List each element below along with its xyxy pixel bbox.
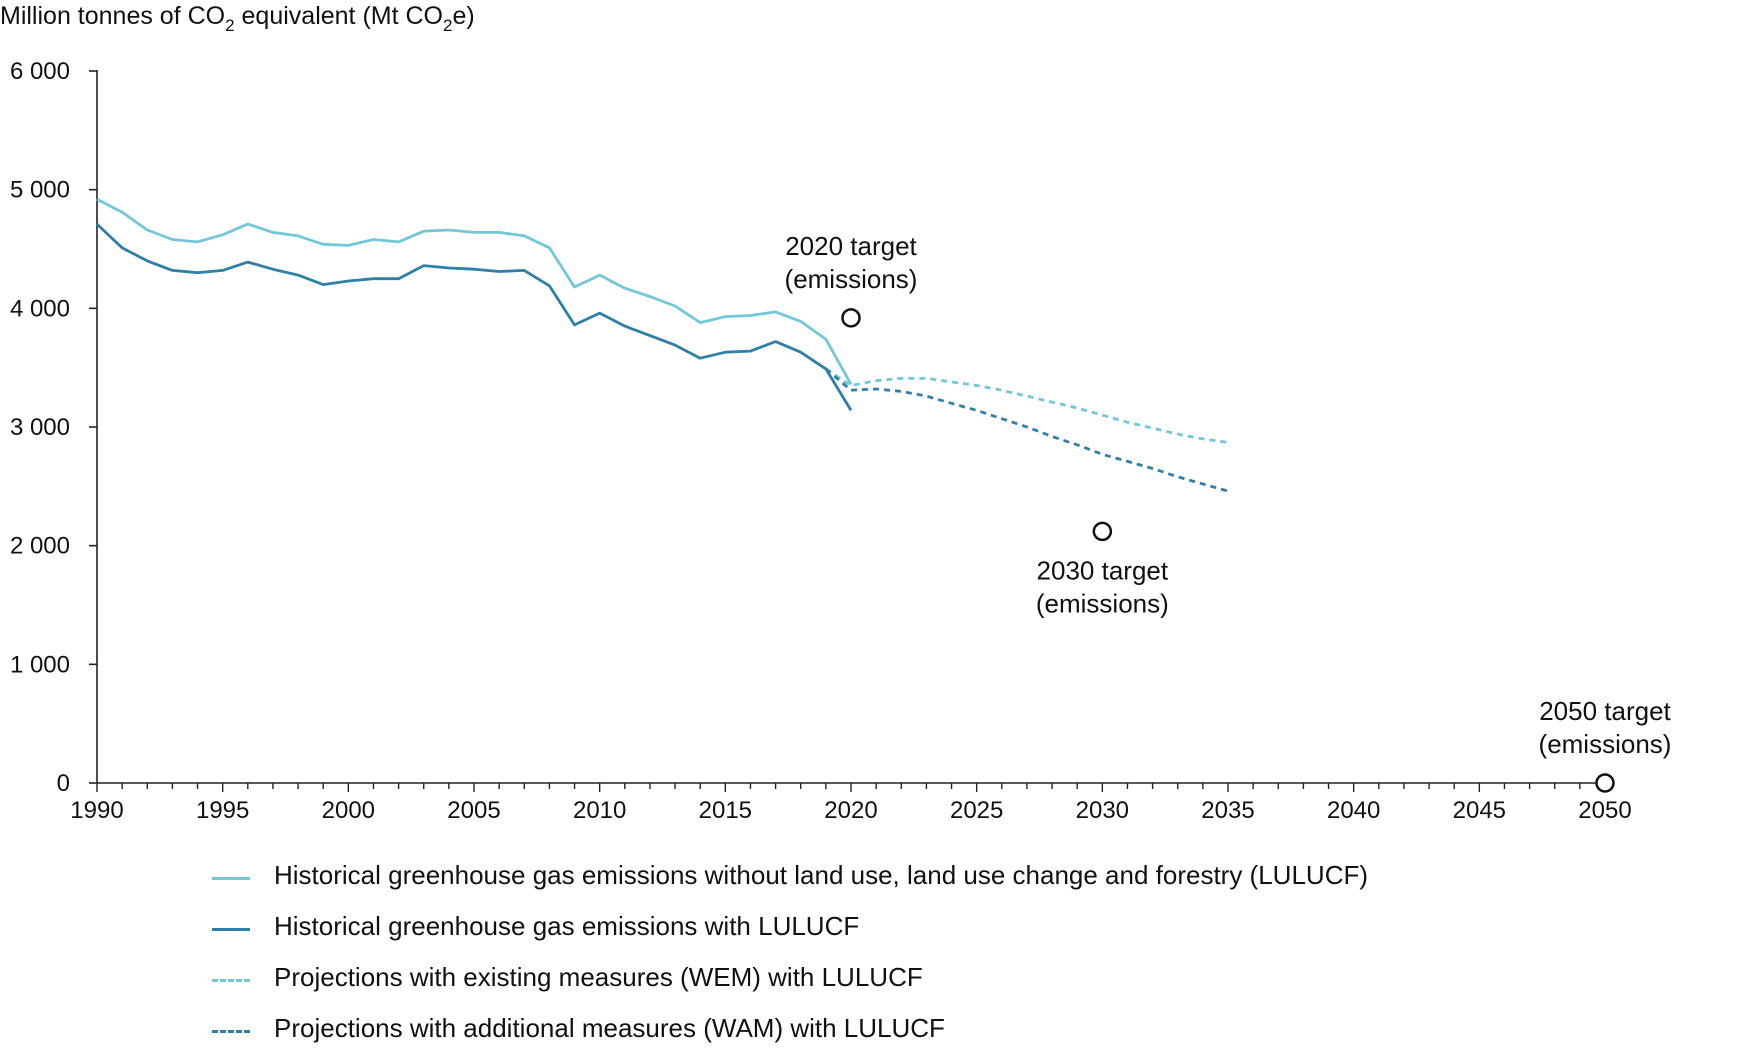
y-axis-label-subscript-2: 2 bbox=[443, 16, 452, 35]
x-tick-label: 2025 bbox=[950, 797, 1003, 824]
target-label-2050-line2: (emissions) bbox=[1539, 729, 1672, 759]
y-axis-label-end: e) bbox=[452, 2, 474, 30]
series-line-1 bbox=[96, 197, 853, 385]
legend-swatch bbox=[212, 877, 250, 880]
y-tick-label: 1 000 bbox=[10, 651, 70, 678]
x-tick-label: 2005 bbox=[447, 797, 500, 824]
x-tick-label: 2040 bbox=[1327, 797, 1380, 824]
legend-swatch bbox=[212, 1030, 250, 1033]
legend-swatch bbox=[212, 928, 250, 931]
targets-layer: 2020 target(emissions)2030 target(emissi… bbox=[785, 231, 1672, 793]
series-line-4 bbox=[824, 367, 1229, 493]
x-tick-label: 2035 bbox=[1201, 797, 1254, 824]
series-line-3 bbox=[825, 367, 1229, 444]
series-line-2 bbox=[96, 223, 853, 412]
y-tick-label: 5 000 bbox=[10, 177, 70, 204]
legend-label: Historical greenhouse gas emissions with… bbox=[274, 860, 1369, 890]
legend-label: Projections with additional measures (WA… bbox=[274, 1013, 945, 1043]
y-tick-label: 6 000 bbox=[10, 58, 70, 85]
target-label-2030-line2: (emissions) bbox=[1036, 588, 1169, 618]
y-axis-label-main: Million tonnes of CO bbox=[0, 2, 225, 30]
y-axis-label-middle: equivalent (Mt CO bbox=[235, 2, 443, 30]
target-label-2020-line1: 2020 target bbox=[785, 231, 917, 261]
target-label-2030-line1: 2030 target bbox=[1037, 555, 1169, 585]
x-tick-label: 2030 bbox=[1076, 797, 1129, 824]
y-tick-label: 4 000 bbox=[10, 295, 70, 322]
x-tick-label: 2015 bbox=[699, 797, 752, 824]
series-layer bbox=[96, 197, 1229, 493]
y-tick-label: 0 bbox=[57, 770, 70, 797]
x-tick-label: 1990 bbox=[70, 797, 123, 824]
x-tick-label: 2000 bbox=[322, 797, 375, 824]
target-label-2020-line2: (emissions) bbox=[785, 264, 918, 294]
target-marker-2020 bbox=[841, 308, 861, 328]
x-tick-label: 2010 bbox=[573, 797, 626, 824]
y-axis-label: Million tonnes of CO2 equivalent (Mt CO2… bbox=[0, 2, 475, 35]
x-tick-label: 2045 bbox=[1453, 797, 1506, 824]
target-marker-2030 bbox=[1092, 521, 1113, 542]
axes: 0 1 000 2 000 3 000 4 000 5 000 6 000 1990 1995 2… bbox=[10, 58, 1632, 824]
target-marker-2050 bbox=[1595, 773, 1615, 793]
legend-label: Historical greenhouse gas emissions with… bbox=[274, 911, 860, 941]
y-axis-label-subscript: 2 bbox=[225, 16, 234, 35]
y-tick-label: 3 000 bbox=[10, 414, 70, 441]
legend-label: Projections with existing measures (WEM)… bbox=[274, 962, 923, 992]
x-tick-label: 2050 bbox=[1578, 797, 1631, 824]
y-tick-label: 2 000 bbox=[10, 533, 70, 560]
x-tick-label: 1995 bbox=[196, 797, 249, 824]
x-tick-label: 2020 bbox=[824, 797, 877, 824]
legend-swatch bbox=[212, 979, 250, 982]
target-label-2050-line1: 2050 target bbox=[1539, 696, 1671, 726]
